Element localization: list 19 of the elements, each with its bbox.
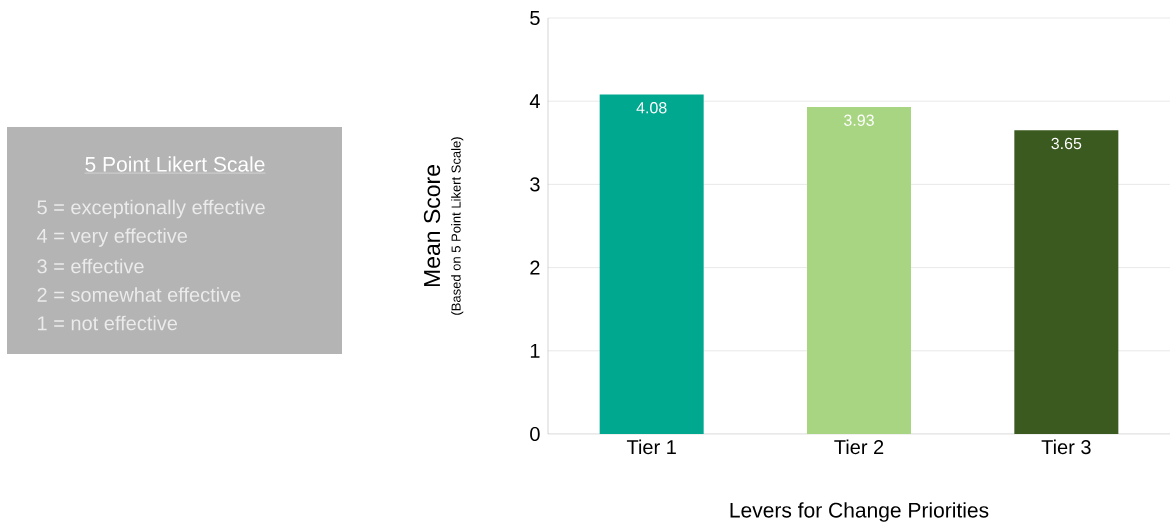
y-tick-label: 1 <box>530 343 540 358</box>
x-tick-label: Tier 1 <box>626 439 676 455</box>
y-tick-label: 0 <box>530 426 540 442</box>
x-tick-label: Tier 2 <box>834 439 884 455</box>
y-tick-label: 3 <box>530 177 540 192</box>
bar <box>1014 130 1119 434</box>
y-tick-label: 5 <box>530 11 540 25</box>
bar <box>807 107 912 434</box>
y-tick-label: 4 <box>529 94 540 109</box>
text: (Based on 5 Point Likert Scale) <box>451 137 464 315</box>
data-label: 3.65 <box>1051 137 1082 150</box>
data-label: 3.93 <box>844 114 874 126</box>
y-tick-label: 2 <box>530 260 540 275</box>
data-label: 4.08 <box>636 102 667 114</box>
text: 5 Point Likert Scale <box>85 156 265 172</box>
bar <box>599 94 704 434</box>
x-axis-title: Levers for Change Priorities <box>730 502 989 522</box>
x-tick-label: Tier 3 <box>1041 439 1091 455</box>
y-axis-title: Mean Score <box>423 165 441 287</box>
